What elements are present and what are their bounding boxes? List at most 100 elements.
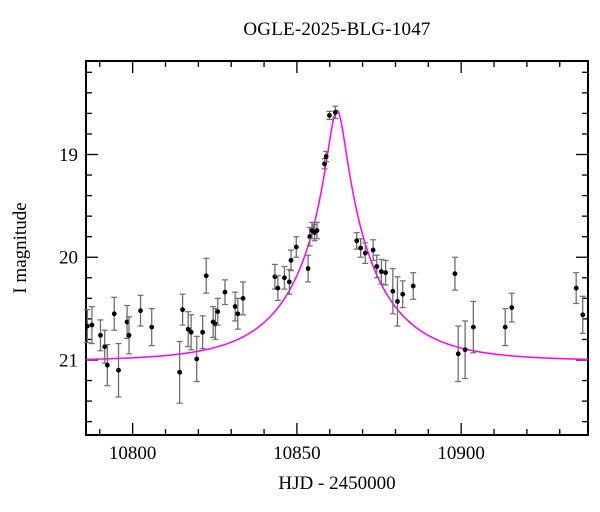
photometry-marker <box>275 285 281 291</box>
photometry-marker <box>322 161 327 167</box>
data-point <box>179 293 186 326</box>
data-point <box>240 281 247 316</box>
data-point <box>508 292 515 323</box>
photometry-marker <box>358 245 364 251</box>
photometry-marker <box>104 362 110 368</box>
data-point <box>451 256 458 291</box>
photometry-marker <box>307 234 313 240</box>
data-point <box>462 320 469 380</box>
data-point <box>305 254 312 283</box>
data-point <box>579 295 586 334</box>
data-point <box>111 296 118 331</box>
y-axis-ticks: 19 20 21 <box>59 71 588 423</box>
photometry-marker <box>410 283 416 289</box>
data-point <box>293 236 300 258</box>
data-point <box>176 340 183 404</box>
photometry-marker <box>374 264 380 269</box>
data-point <box>97 319 104 352</box>
data-point <box>378 258 385 285</box>
data-point <box>470 300 477 354</box>
x-tick-label: 10900 <box>437 443 485 464</box>
data-point <box>394 276 401 327</box>
photometry-marker <box>222 289 228 295</box>
photometry-marker <box>455 351 461 357</box>
y-tick-label: 20 <box>59 248 78 269</box>
photometry-marker <box>232 304 238 309</box>
data-point <box>573 272 580 305</box>
data-point <box>313 221 320 240</box>
data-point <box>115 342 122 398</box>
x-tick-label: 10850 <box>273 443 321 464</box>
photometry-marker <box>138 308 143 314</box>
photometry-marker <box>98 332 103 338</box>
photometry-marker <box>305 266 311 271</box>
photometry-marker <box>383 270 389 276</box>
photometry-marker <box>194 356 200 362</box>
data-point <box>199 315 206 350</box>
data-point <box>410 272 417 300</box>
photometry-marker <box>332 109 338 115</box>
photometry-marker <box>354 238 360 244</box>
x-tick-label: 10800 <box>109 443 157 464</box>
photometry-marker <box>502 324 508 330</box>
photometry-marker <box>89 322 95 328</box>
photometry-marker <box>126 332 132 338</box>
data-point <box>221 279 228 306</box>
data-point <box>101 329 108 364</box>
data-point <box>203 257 210 294</box>
photometry-marker <box>240 295 246 301</box>
photometry-marker <box>177 369 183 375</box>
data-point <box>188 314 195 351</box>
data-point <box>288 249 295 272</box>
photometry-marker <box>180 307 185 313</box>
photometry-marker <box>272 274 278 280</box>
photometry-marker <box>327 113 332 118</box>
photometry-marker <box>314 228 320 233</box>
data-point <box>88 305 95 345</box>
data-point <box>104 343 111 387</box>
model-curve <box>85 109 589 361</box>
data-point <box>455 325 462 383</box>
photometry-marker <box>188 329 194 335</box>
photometry-marker <box>509 305 515 310</box>
data-point <box>373 254 380 279</box>
data-point <box>185 311 192 348</box>
data-point <box>332 105 339 120</box>
y-axis-label: I magnitude <box>10 202 31 294</box>
photometry-marker <box>323 154 329 159</box>
photometry-marker <box>185 326 191 332</box>
data-point <box>399 280 406 309</box>
photometry-marker <box>116 367 121 373</box>
data-point <box>148 308 155 347</box>
photometry-marker <box>286 279 292 285</box>
data-point <box>84 309 91 344</box>
x-axis-label: HJD - 2450000 <box>278 473 396 494</box>
data-point <box>271 263 278 290</box>
data-point <box>370 239 377 261</box>
photometry-marker <box>400 291 406 297</box>
chart-title: OGLE-2025-BLG-1047 <box>243 19 431 40</box>
photometry-marker <box>111 311 117 317</box>
photometry-marker <box>470 324 476 330</box>
photometry-marker <box>215 309 221 315</box>
data-point <box>126 316 133 355</box>
photometry-marker <box>362 250 368 256</box>
photometry-marker <box>200 329 206 335</box>
photometry-marker <box>390 288 396 294</box>
y-tick-label: 21 <box>59 350 78 371</box>
data-point <box>326 110 333 121</box>
data-point <box>323 150 330 163</box>
photometry-marker <box>282 275 287 281</box>
data-points <box>84 105 586 404</box>
photometry-marker <box>395 299 400 304</box>
data-point <box>389 267 396 315</box>
photometry-marker <box>293 244 299 250</box>
photometry-marker <box>452 271 458 277</box>
photometry-marker <box>580 312 586 318</box>
photometry-marker <box>378 269 384 275</box>
plot-frame <box>85 60 589 436</box>
photometry-marker <box>462 347 468 353</box>
photometry-marker <box>124 319 130 325</box>
